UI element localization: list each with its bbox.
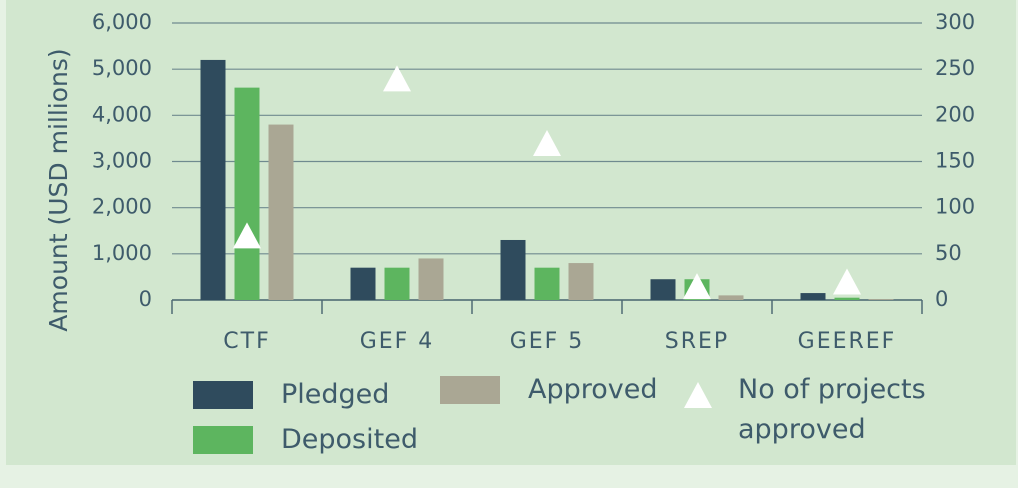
bar xyxy=(800,293,826,300)
y-tick-label: 4,000 xyxy=(92,102,152,126)
bar xyxy=(384,267,410,300)
y2-tick-label: 300 xyxy=(935,10,975,34)
y2-tick-label: 100 xyxy=(935,195,975,219)
y-axis-label: Amount (USD millions) xyxy=(44,48,73,331)
y-tick-label: 6,000 xyxy=(92,10,152,34)
y-tick-label: 5,000 xyxy=(92,56,152,80)
y2-tick-label: 50 xyxy=(935,241,962,265)
y2-tick-label: 0 xyxy=(935,287,948,311)
y-tick-label: 2,000 xyxy=(92,195,152,219)
bar xyxy=(650,279,676,300)
bar xyxy=(268,124,294,300)
bar xyxy=(500,239,526,300)
y2-tick-label: 250 xyxy=(935,56,975,80)
marker xyxy=(833,268,861,295)
chart-background xyxy=(6,0,1016,465)
marker xyxy=(383,65,411,92)
marker xyxy=(533,130,561,157)
marker xyxy=(233,222,261,249)
x-tick-label: CTF xyxy=(223,329,270,354)
bar xyxy=(834,297,860,300)
legend-label: Pledged xyxy=(281,379,390,410)
bar xyxy=(418,258,444,300)
legend-swatch xyxy=(193,381,253,409)
legend-marker xyxy=(684,382,712,408)
bar xyxy=(200,59,226,300)
bar xyxy=(350,267,376,300)
legend-swatch xyxy=(193,426,253,454)
legend-label: No of projects approved xyxy=(738,374,926,445)
y-tick-label: 3,000 xyxy=(92,149,152,173)
x-tick-label: GEEREF xyxy=(798,329,897,354)
bar xyxy=(568,263,594,300)
y2-tick-label: 200 xyxy=(935,102,975,126)
marker xyxy=(683,273,711,300)
legend-label: Deposited xyxy=(281,424,418,455)
bar xyxy=(718,295,744,300)
x-tick-label: SREP xyxy=(665,329,729,354)
y2-tick-label: 150 xyxy=(935,149,975,173)
y-tick-label: 1,000 xyxy=(92,241,152,265)
bar xyxy=(868,299,894,300)
legend-swatch xyxy=(440,376,500,404)
y-tick-label: 0 xyxy=(139,287,152,311)
x-tick-label: GEF 5 xyxy=(510,329,585,354)
legend-label: Approved xyxy=(528,374,658,405)
bar xyxy=(234,87,260,300)
bar xyxy=(534,267,560,300)
x-tick-label: GEF 4 xyxy=(360,329,435,354)
